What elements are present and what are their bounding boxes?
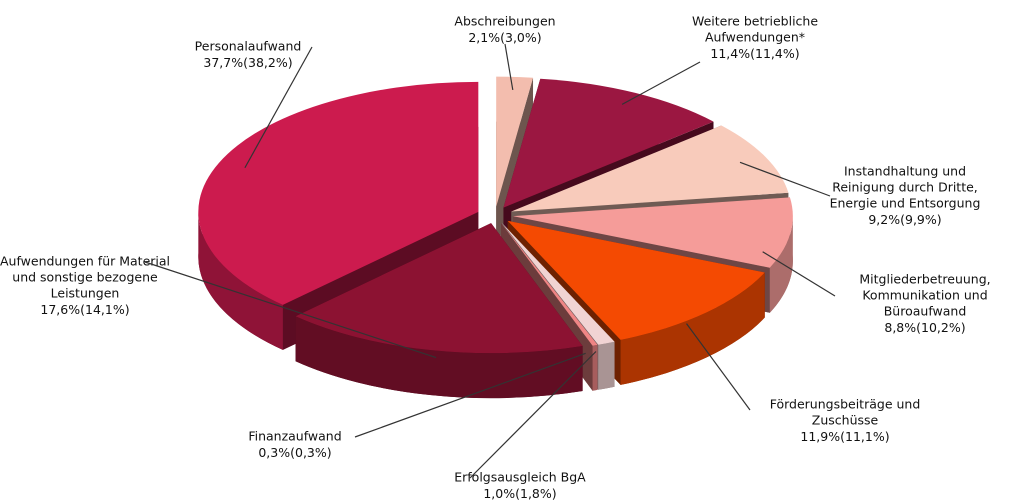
prior-value-text: (10,2%) [916, 320, 965, 335]
value-text: 11,4% [710, 46, 750, 61]
slice-wall [295, 316, 583, 399]
value-label: 11,9%(11,1%) [800, 429, 889, 444]
category-label: Energie und Entsorgung [830, 196, 981, 211]
prior-value-text: (11,4%) [750, 46, 799, 61]
slice-wall [620, 272, 765, 385]
slice-top [503, 78, 714, 208]
value-label: 37,7%(38,2%) [203, 55, 292, 70]
category-label: Aufwendungen* [705, 30, 805, 45]
slice-wall [769, 216, 793, 313]
slice-top [501, 222, 598, 346]
value-text: 0,3% [258, 445, 290, 460]
pie-slice [295, 223, 583, 399]
value-text: 2,1% [468, 30, 500, 45]
value-label: 17,6%(14,1%) [40, 302, 129, 317]
slice-wall [598, 341, 615, 390]
value-label: 2,1%(3,0%) [468, 30, 541, 45]
value-label: 9,2%(9,9%) [868, 212, 941, 227]
value-label: 8,8%(10,2%) [884, 320, 965, 335]
slice-wall [592, 344, 598, 391]
leader-line [244, 46, 313, 169]
prior-value-text: (0,3%) [290, 445, 332, 460]
category-label: Abschreibungen [454, 14, 555, 29]
leader-line [739, 161, 831, 197]
prior-value-text: (14,1%) [80, 302, 129, 317]
pie-slice [198, 81, 479, 350]
prior-value-text: (11,1%) [840, 429, 889, 444]
slice-top [295, 223, 583, 354]
category-label: Reinigung durch Dritte, [832, 180, 978, 195]
category-label: Instandhaltung und [844, 164, 966, 179]
category-label: Aufwendungen für Material [0, 254, 170, 269]
prior-value-text: (1,8%) [515, 486, 557, 501]
leader-line [621, 61, 701, 105]
value-text: 37,7% [203, 55, 243, 70]
slice-top [496, 76, 534, 207]
category-label: Zuschüsse [812, 413, 879, 428]
leader-line [469, 351, 597, 479]
category-label: Kommunikation und [862, 288, 987, 303]
category-label: Weitere betriebliche [692, 14, 818, 29]
prior-value-text: (9,9%) [900, 212, 942, 227]
value-text: 1,0% [483, 486, 515, 501]
category-label: Finanzaufwand [248, 429, 341, 444]
slice-top [511, 125, 789, 212]
category-label: Förderungsbeiträge und [770, 397, 921, 412]
category-label: Leistungen [51, 286, 120, 301]
leader-line [762, 251, 836, 297]
leader-line [144, 261, 437, 359]
slice-top [507, 220, 765, 340]
prior-value-text: (38,2%) [243, 55, 292, 70]
value-text: 9,2% [868, 212, 900, 227]
leader-line [354, 352, 586, 438]
category-label: Personalaufwand [195, 39, 302, 54]
leader-line [686, 323, 751, 411]
slice-top [501, 222, 615, 345]
value-label: 0,3%(0,3%) [258, 445, 331, 460]
value-label: 1,0%(1,8%) [483, 486, 556, 501]
category-label: Mitgliederbetreuung, [859, 272, 990, 287]
slice-top [512, 197, 793, 268]
value-label: 11,4%(11,4%) [710, 46, 799, 61]
slice-wall [198, 211, 283, 350]
prior-value-text: (3,0%) [500, 30, 542, 45]
category-label: Büroaufwand [884, 304, 967, 319]
slice-top [198, 81, 479, 305]
leader-line [504, 43, 514, 91]
category-label: Erfolgsausgleich BgA [454, 470, 586, 485]
value-text: 17,6% [40, 302, 80, 317]
category-label: und sonstige bezogene [12, 270, 158, 285]
value-text: 11,9% [800, 429, 840, 444]
value-text: 8,8% [884, 320, 916, 335]
